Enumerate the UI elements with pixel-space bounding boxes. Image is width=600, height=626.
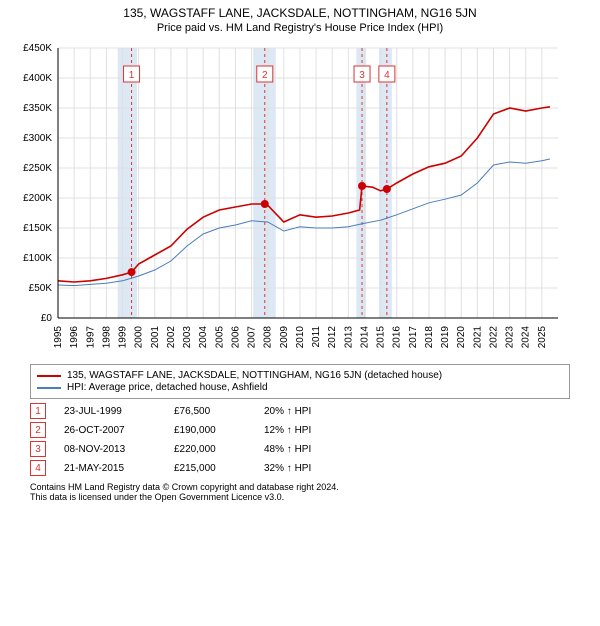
x-tick-label: 2004 — [198, 326, 209, 349]
y-tick-label: £450K — [23, 43, 52, 54]
legend-swatch — [37, 387, 61, 389]
x-tick-label: 1999 — [118, 326, 129, 349]
transaction-row: 4 21-MAY-2015£215,00032% ↑ HPI — [30, 460, 570, 476]
y-tick-label: £0 — [41, 313, 53, 324]
y-tick-label: £350K — [23, 103, 52, 114]
x-tick-label: 2010 — [295, 326, 306, 349]
y-tick-label: £200K — [23, 193, 52, 204]
tx-price: £215,000 — [174, 463, 264, 474]
sale-dot — [358, 182, 366, 190]
chart-subtitle: Price paid vs. HM Land Registry's House … — [0, 22, 600, 34]
legend-label: HPI: Average price, detached house, Ashf… — [67, 382, 268, 393]
x-tick-label: 2008 — [263, 326, 274, 349]
tx-price: £190,000 — [174, 425, 264, 436]
tx-date: 08-NOV-2013 — [64, 444, 174, 455]
event-marker-label: 2 — [262, 70, 268, 81]
x-tick-label: 2005 — [214, 326, 225, 349]
x-tick-label: 1997 — [85, 326, 96, 349]
line-chart-svg: £0 £50K £100K £150K £200K £250K £300K £350K £400… — [8, 38, 568, 358]
sale-dot — [383, 185, 391, 193]
x-tick-label: 2000 — [134, 326, 145, 349]
y-tick-label: £300K — [23, 133, 52, 144]
x-tick-label: 2021 — [472, 326, 483, 349]
x-tick-label: 1998 — [101, 326, 112, 349]
tx-date: 23-JUL-1999 — [64, 406, 174, 417]
tx-date: 26-OCT-2007 — [64, 425, 174, 436]
tx-pct: 48% ↑ HPI — [264, 444, 394, 455]
x-tick-label: 2017 — [408, 326, 419, 349]
footer-text: Contains HM Land Registry data © Crown c… — [30, 482, 570, 502]
legend-item: 135, WAGSTAFF LANE, JACKSDALE, NOTTINGHA… — [37, 370, 563, 381]
tx-price: £76,500 — [174, 406, 264, 417]
event-marker-label: 4 — [384, 70, 390, 81]
event-marker-label: 3 — [359, 70, 365, 81]
x-tick-label: 2012 — [327, 326, 338, 349]
x-tick-label: 2015 — [376, 326, 387, 349]
x-tick-label: 2023 — [505, 326, 516, 349]
event-marker-label: 1 — [129, 70, 135, 81]
x-tick-label: 2013 — [343, 326, 354, 349]
legend-label: 135, WAGSTAFF LANE, JACKSDALE, NOTTINGHA… — [67, 370, 442, 381]
chart-title: 135, WAGSTAFF LANE, JACKSDALE, NOTTINGHA… — [0, 6, 600, 20]
transaction-row: 3 08-NOV-2013£220,00048% ↑ HPI — [30, 441, 570, 457]
tx-pct: 20% ↑ HPI — [264, 406, 394, 417]
y-tick-label: £400K — [23, 73, 52, 84]
transaction-row: 2 26-OCT-2007£190,00012% ↑ HPI — [30, 422, 570, 438]
transaction-row: 1 23-JUL-1999£76,50020% ↑ HPI — [30, 403, 570, 419]
x-tick-label: 2011 — [311, 326, 322, 348]
tx-marker: 3 — [30, 441, 46, 457]
y-tick-label: £150K — [23, 223, 52, 234]
y-tick-label: £50K — [29, 283, 53, 294]
x-tick-label: 2020 — [456, 326, 467, 349]
x-tick-label: 2009 — [279, 326, 290, 349]
tx-price: £220,000 — [174, 444, 264, 455]
sale-dot — [261, 200, 269, 208]
x-tick-label: 2024 — [521, 326, 532, 349]
x-tick-label: 2016 — [392, 326, 403, 349]
legend-swatch — [37, 375, 61, 377]
tx-date: 21-MAY-2015 — [64, 463, 174, 474]
y-tick-label: £100K — [23, 253, 52, 264]
x-tick-label: 2022 — [488, 326, 499, 349]
x-tick-label: 2006 — [230, 326, 241, 349]
footer-line1: Contains HM Land Registry data © Crown c… — [30, 482, 570, 492]
x-tick-label: 2025 — [537, 326, 548, 349]
chart-container: 135, WAGSTAFF LANE, JACKSDALE, NOTTINGHA… — [0, 6, 600, 626]
x-tick-label: 2014 — [359, 326, 370, 349]
x-tick-label: 2001 — [150, 326, 161, 349]
sale-dot — [128, 268, 136, 276]
tx-pct: 12% ↑ HPI — [264, 425, 394, 436]
legend-item: HPI: Average price, detached house, Ashf… — [37, 382, 563, 393]
x-tick-label: 1996 — [69, 326, 80, 349]
x-tick-label: 2018 — [424, 326, 435, 349]
tx-marker: 4 — [30, 460, 46, 476]
x-tick-label: 2019 — [440, 326, 451, 349]
tx-marker: 2 — [30, 422, 46, 438]
x-tick-label: 1995 — [53, 326, 64, 349]
tx-marker: 1 — [30, 403, 46, 419]
y-tick-label: £250K — [23, 163, 52, 174]
footer-line2: This data is licensed under the Open Gov… — [30, 492, 570, 502]
x-tick-label: 2007 — [247, 326, 258, 349]
chart-area: £0 £50K £100K £150K £200K £250K £300K £350K £400… — [8, 38, 600, 358]
legend: 135, WAGSTAFF LANE, JACKSDALE, NOTTINGHA… — [30, 364, 570, 399]
x-tick-label: 2003 — [182, 326, 193, 349]
x-tick-label: 2002 — [166, 326, 177, 349]
transaction-table: 1 23-JUL-1999£76,50020% ↑ HPI 2 26-OCT-2007… — [30, 403, 570, 476]
tx-pct: 32% ↑ HPI — [264, 463, 394, 474]
